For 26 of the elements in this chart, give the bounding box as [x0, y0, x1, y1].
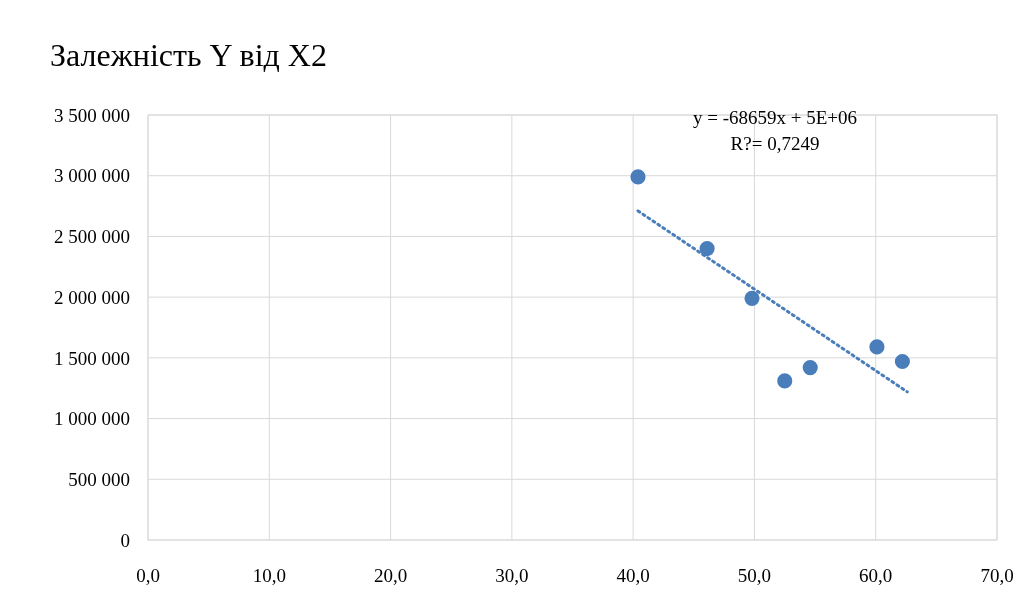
point — [744, 290, 760, 306]
y-tick-label: 0 — [120, 529, 130, 551]
y-tick-label: 3 000 000 — [54, 165, 130, 187]
point — [699, 241, 715, 257]
y-tick-label: 3 500 000 — [54, 104, 130, 126]
x-tick-label: 20,0 — [373, 565, 408, 586]
y-tick-label: 500 000 — [68, 468, 130, 490]
y-tick-label: 1 500 000 — [54, 347, 130, 369]
x-tick-label: 0,0 — [136, 565, 160, 586]
x-tick-label: 70,0 — [980, 565, 1014, 586]
point — [869, 339, 885, 355]
y-tick-label: 2 500 000 — [54, 226, 130, 248]
point — [777, 373, 793, 389]
x-tick-label: 50,0 — [737, 565, 772, 586]
chart-title: Залежність Y від X2 — [50, 37, 327, 73]
x-tick-label: 60,0 — [859, 565, 893, 586]
x-tick-label: 40,0 — [616, 565, 650, 586]
y-tick-label: 2 000 000 — [54, 286, 130, 308]
x-tick-label: 30,0 — [495, 565, 529, 586]
point — [894, 353, 910, 370]
y-tick-label: 1 000 000 — [54, 408, 130, 430]
point — [630, 169, 646, 185]
annotation: y = -68659x + 5E+06 — [692, 107, 858, 128]
point — [802, 360, 818, 376]
annotation: R?= 0,7249 — [730, 133, 820, 154]
x-tick-label: 10,0 — [252, 565, 286, 586]
